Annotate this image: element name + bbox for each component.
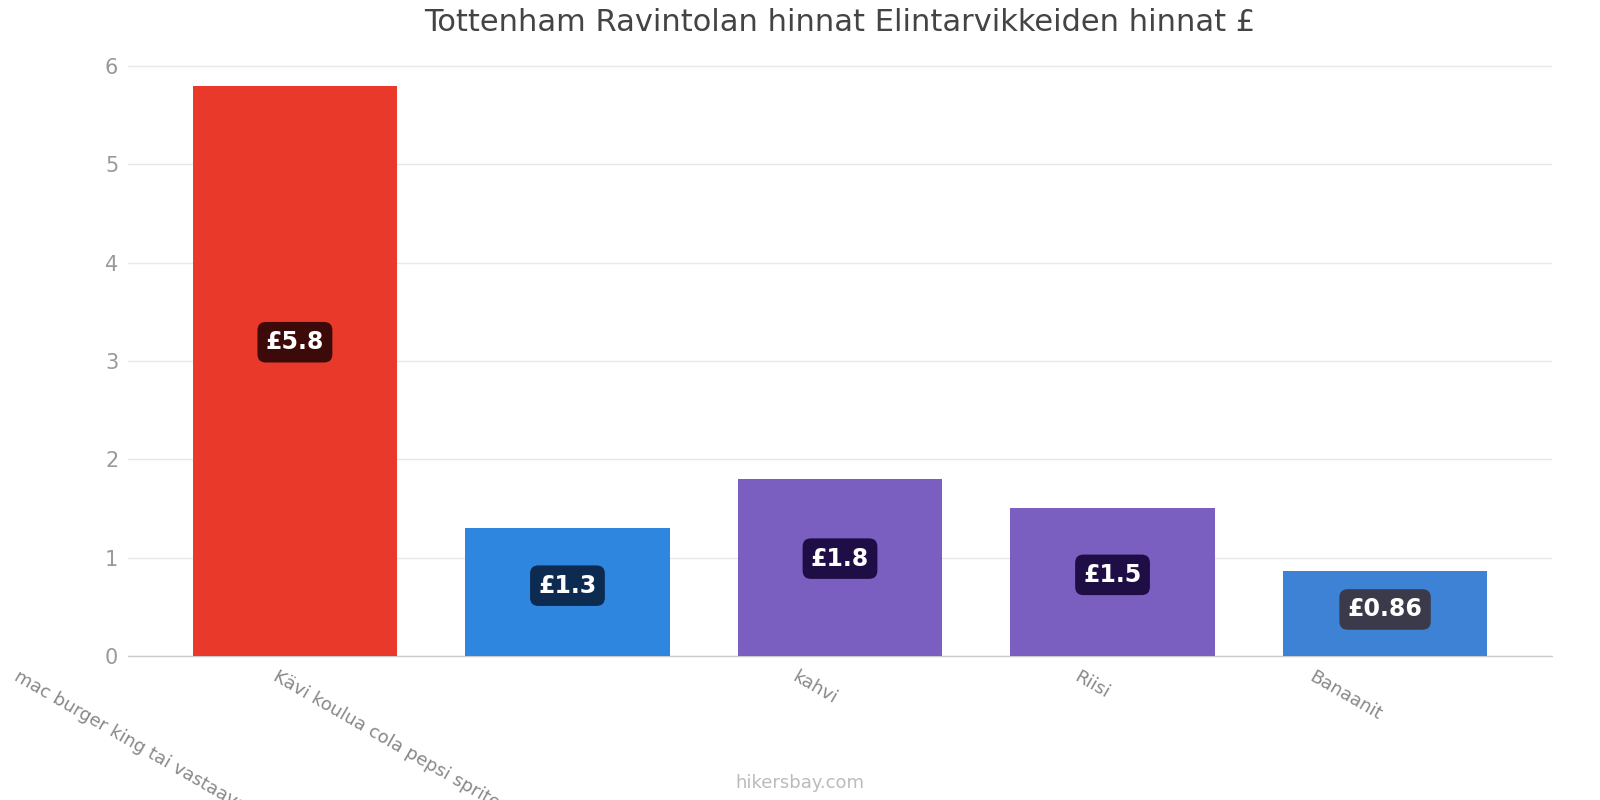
Text: hikersbay.com: hikersbay.com <box>736 774 864 792</box>
Text: £5.8: £5.8 <box>266 330 325 354</box>
Bar <box>1283 571 1488 656</box>
Text: £1.3: £1.3 <box>538 574 597 598</box>
Bar <box>738 479 942 656</box>
Title: Tottenham Ravintolan hinnat Elintarvikkeiden hinnat £: Tottenham Ravintolan hinnat Elintarvikke… <box>424 8 1256 37</box>
Bar <box>1010 509 1214 656</box>
Text: £1.5: £1.5 <box>1083 563 1142 587</box>
Text: £1.8: £1.8 <box>811 546 869 570</box>
Bar <box>192 86 397 656</box>
Bar <box>466 528 670 656</box>
Text: £0.86: £0.86 <box>1347 598 1422 622</box>
